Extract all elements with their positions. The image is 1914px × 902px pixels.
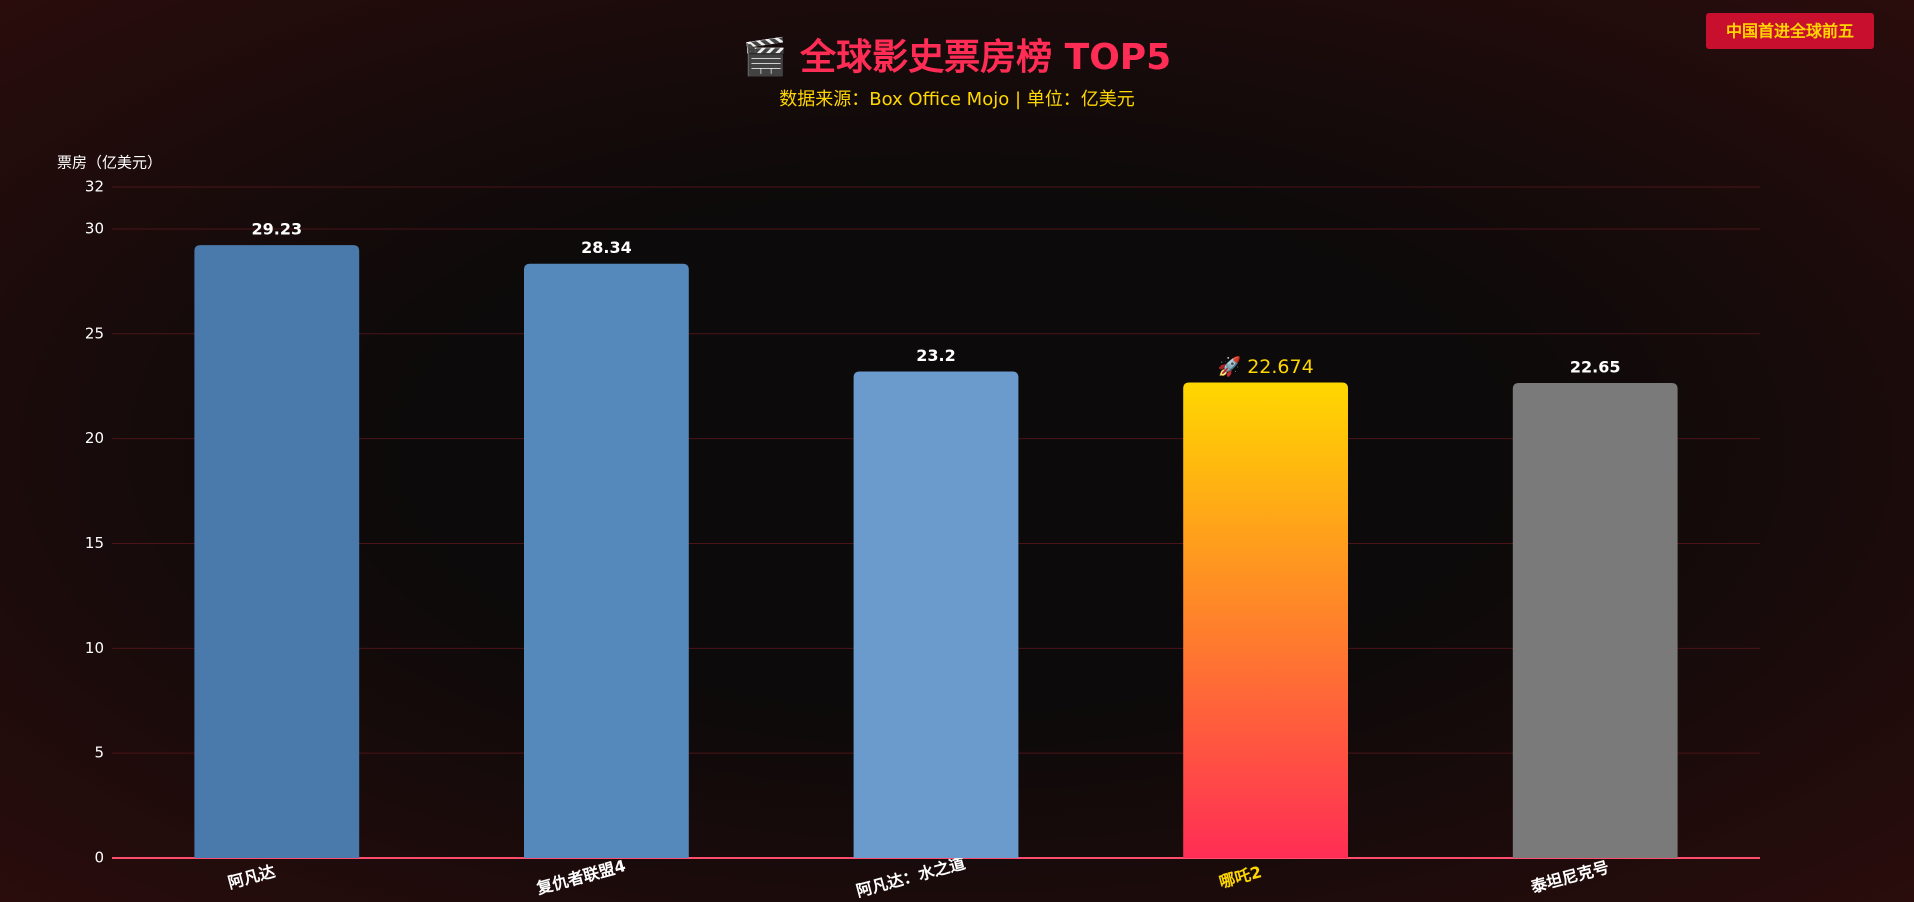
value-label: 🚀 22.674 (1218, 355, 1314, 378)
y-tick-label: 20 (85, 429, 104, 447)
x-tick-label: 阿凡达 (226, 862, 277, 893)
value-label: 28.34 (581, 238, 632, 257)
y-axis-label: 票房（亿美元） (57, 154, 162, 172)
bar (1512, 383, 1678, 858)
y-tick-label: 10 (85, 639, 104, 657)
x-tick-label: 复仇者联盟4 (534, 856, 628, 898)
value-label: 23.2 (916, 346, 955, 365)
x-tick-label: 阿凡达：水之道 (854, 853, 967, 900)
y-tick-label: 0 (94, 849, 104, 867)
bar (853, 371, 1019, 858)
y-tick-label: 32 (85, 178, 104, 196)
x-tick-label: 泰坦尼克号 (1528, 858, 1611, 897)
badge (1706, 13, 1874, 49)
value-label: 29.23 (251, 220, 302, 239)
chart-subtitle: 数据来源：Box Office Mojo | 单位：亿美元 (779, 89, 1135, 110)
bar (524, 263, 689, 859)
y-tick-label: 25 (85, 324, 104, 342)
bar (1183, 382, 1348, 858)
y-tick-label: 30 (85, 219, 104, 237)
x-tick-label: 哪吒2 (1217, 862, 1264, 892)
chart-title: 🎬 全球影史票房榜 TOP5 (743, 36, 1172, 78)
bar (194, 245, 360, 858)
badge-text: 中国首进全球前五 (1726, 22, 1854, 41)
y-tick-label: 5 (94, 744, 104, 762)
y-tick-label: 15 (85, 534, 104, 552)
value-label: 22.65 (1570, 358, 1621, 377)
